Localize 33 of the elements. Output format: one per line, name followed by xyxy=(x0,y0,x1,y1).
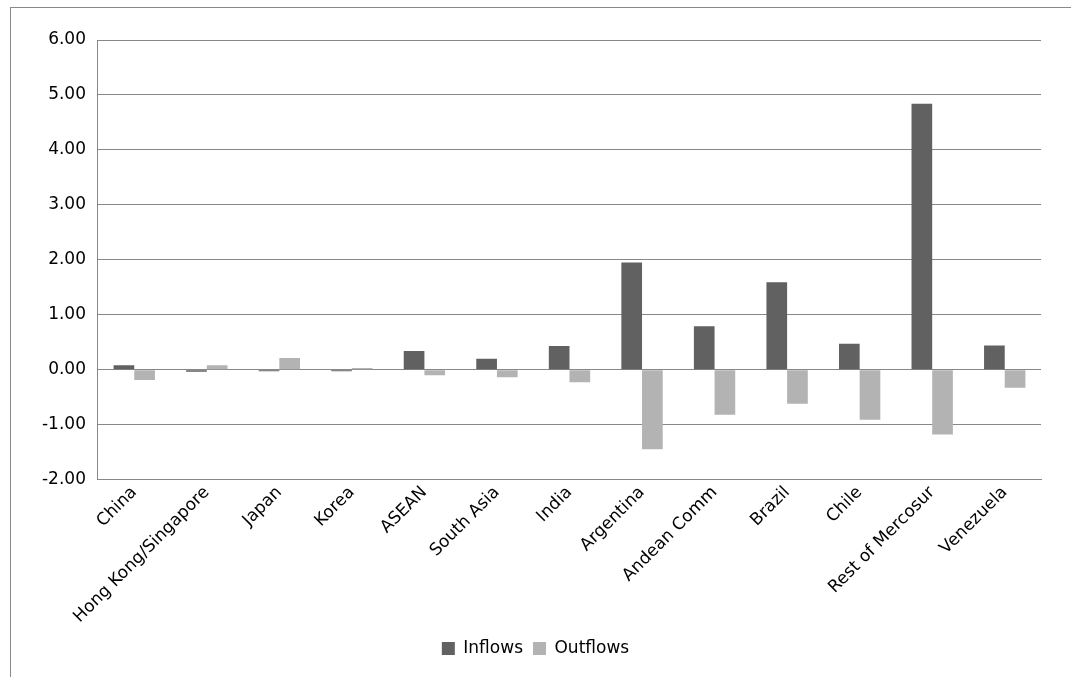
bar xyxy=(279,358,301,370)
bar xyxy=(206,365,228,370)
bar xyxy=(476,358,497,370)
bar xyxy=(714,370,736,415)
bar xyxy=(403,350,425,370)
bar xyxy=(787,370,808,404)
bar xyxy=(838,343,860,370)
bar xyxy=(693,326,715,370)
bar xyxy=(496,370,518,378)
bar xyxy=(984,345,1005,370)
bar xyxy=(548,346,570,370)
legend-label: Outflows xyxy=(554,636,630,657)
bar xyxy=(766,282,788,370)
bar xyxy=(1004,370,1026,388)
y-tick-label: 6.00 xyxy=(48,28,86,49)
bar xyxy=(932,370,953,435)
y-tick-label: -1.00 xyxy=(41,413,86,434)
y-tick-label: 1.00 xyxy=(48,303,86,324)
bar xyxy=(134,370,155,381)
y-tick-label: 4.00 xyxy=(48,138,86,159)
bar xyxy=(642,370,663,450)
bar xyxy=(569,370,591,383)
bar xyxy=(621,262,643,370)
bar xyxy=(113,365,135,370)
legend-label: Inflows xyxy=(463,636,524,657)
y-tick-label: 0.00 xyxy=(48,358,86,379)
bar xyxy=(911,103,933,370)
y-tick-label: -2.00 xyxy=(41,467,86,488)
y-tick-label: 5.00 xyxy=(48,83,86,104)
y-tick-label: 2.00 xyxy=(48,248,86,269)
bar xyxy=(424,370,446,376)
bar xyxy=(859,370,881,420)
y-tick-label: 3.00 xyxy=(48,193,86,214)
